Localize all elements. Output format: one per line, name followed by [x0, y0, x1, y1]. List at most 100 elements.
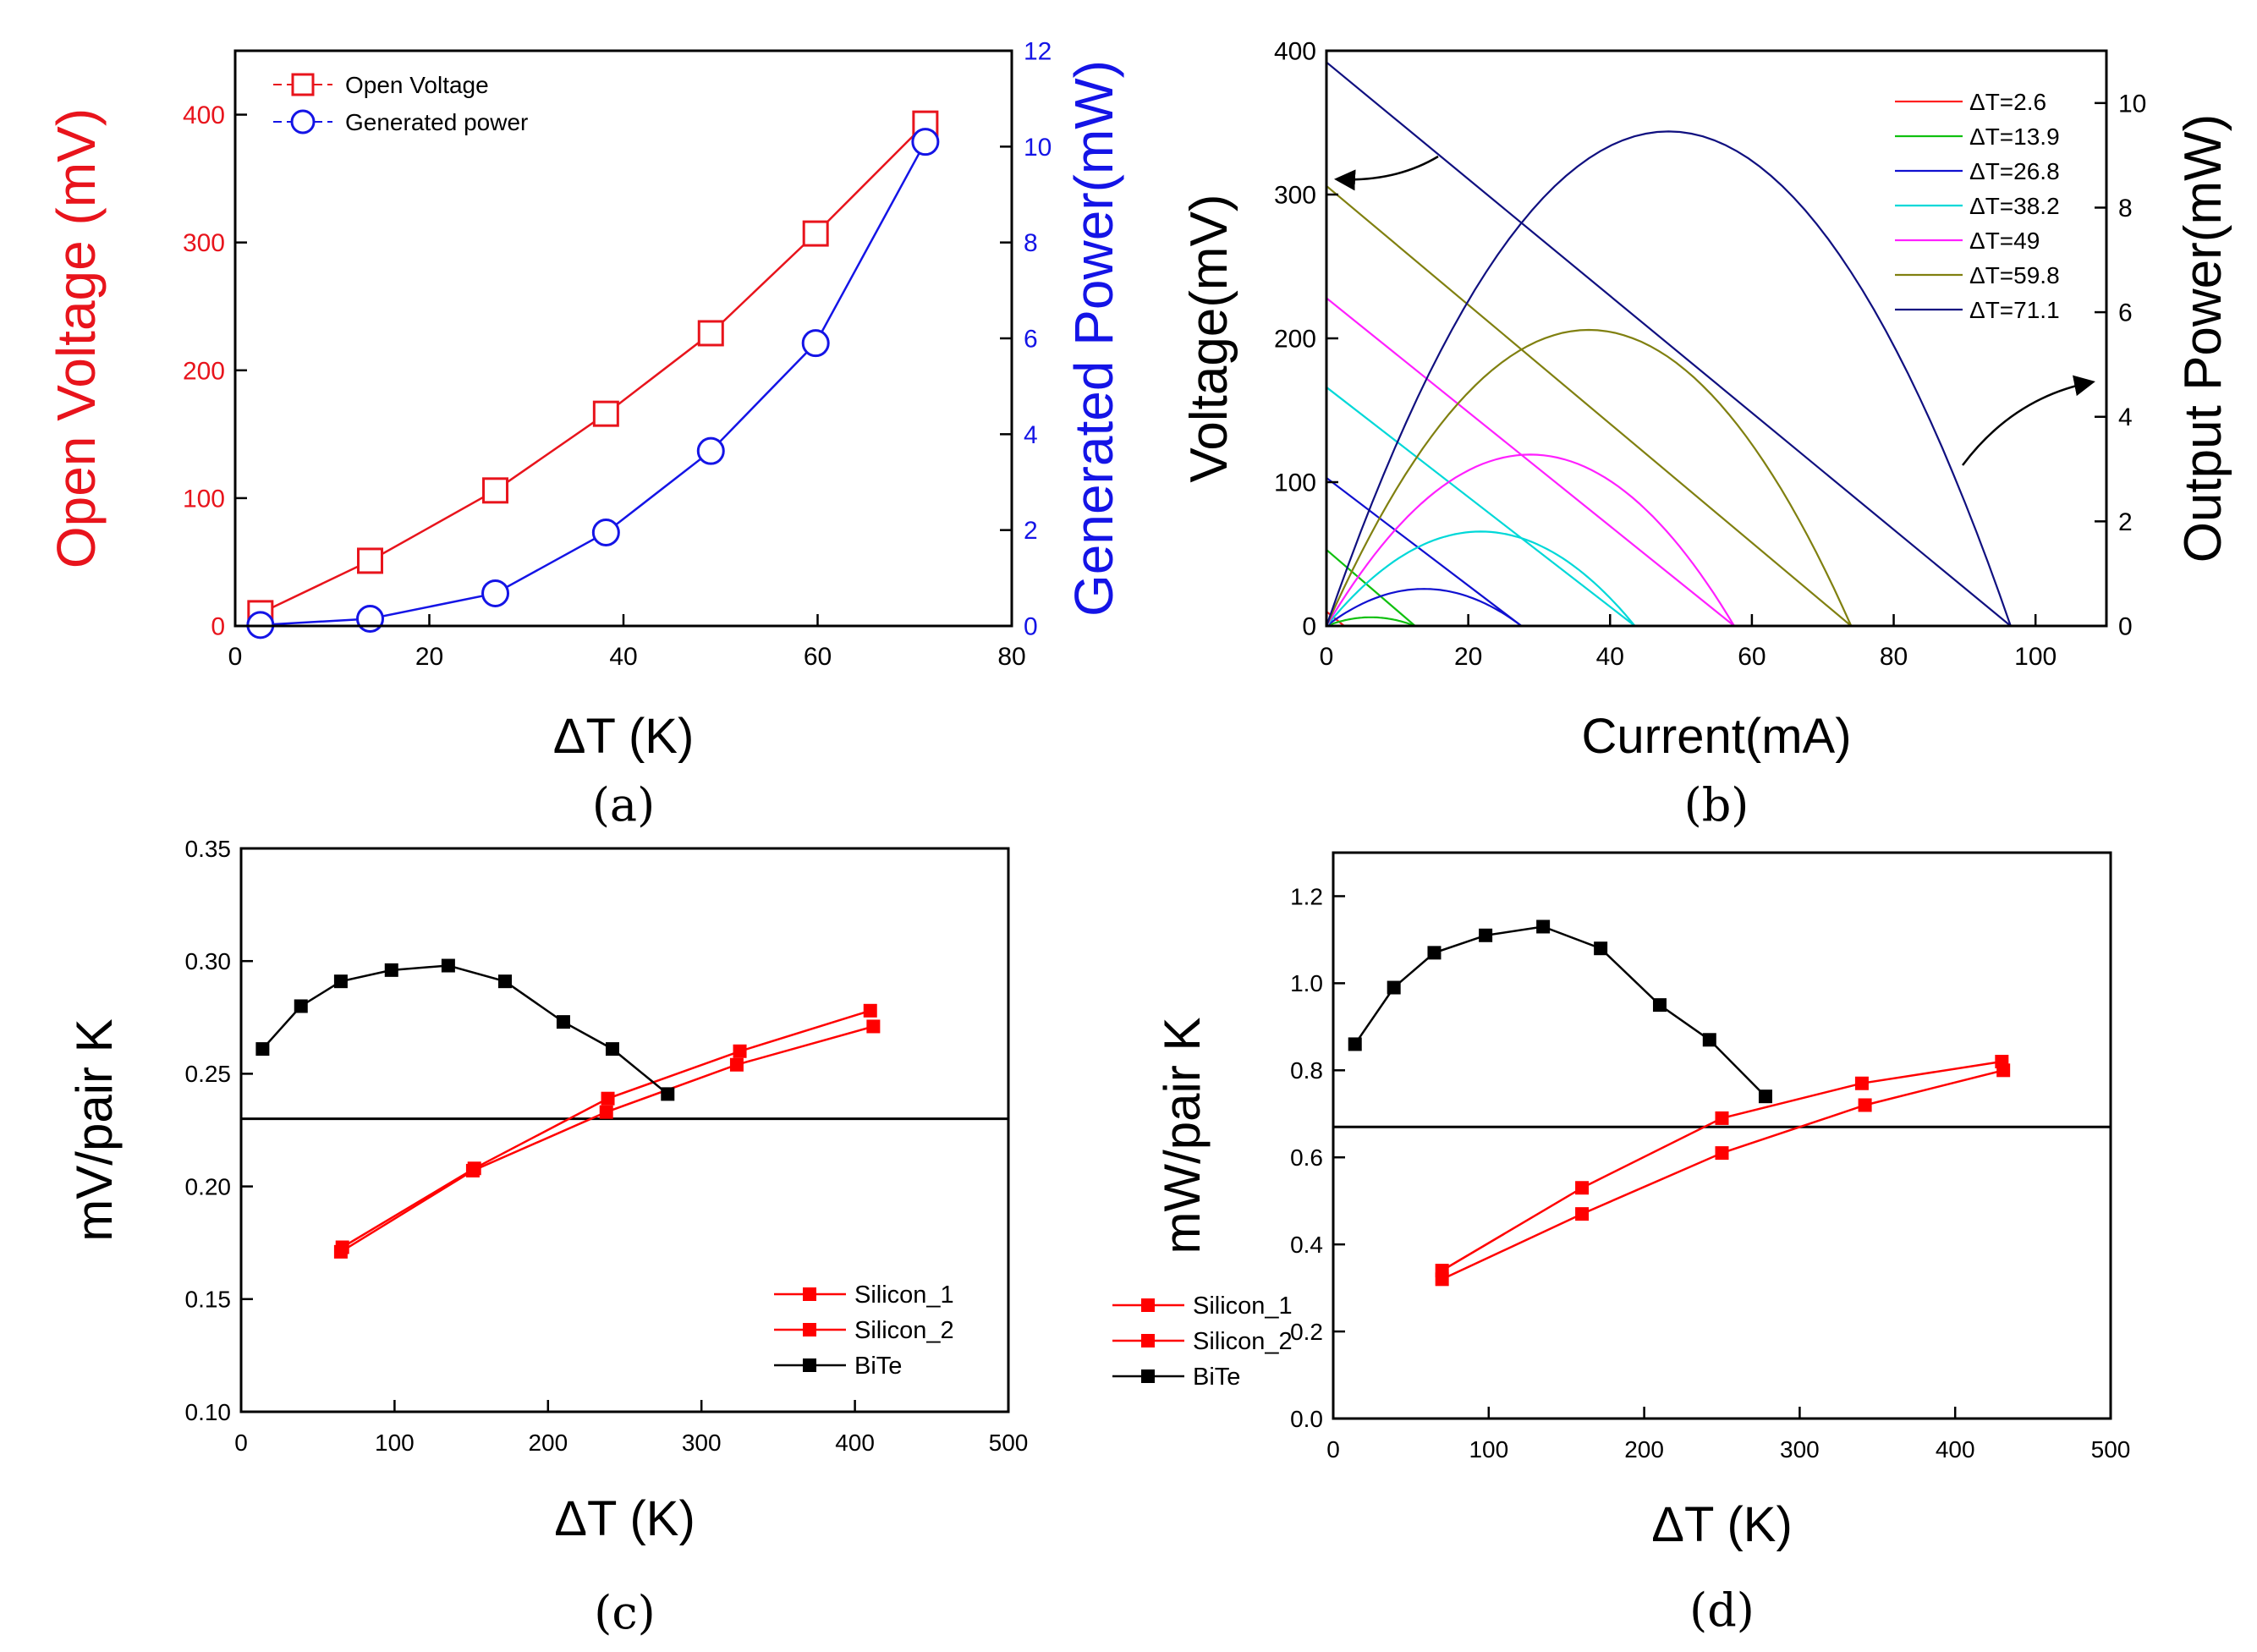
legend-marker	[1141, 1369, 1155, 1383]
x-tick-label: 40	[609, 643, 637, 671]
x-tick-label: 60	[804, 643, 832, 671]
data-point	[661, 1087, 675, 1101]
series-open-voltage	[247, 110, 939, 627]
data-point	[866, 1019, 881, 1034]
series-1	[1326, 549, 1416, 626]
y-tick-label: 300	[1274, 182, 1316, 210]
data-point	[1387, 980, 1401, 995]
x-tick-label: 80	[1880, 643, 1908, 671]
y-tick-label: 0.20	[185, 1173, 232, 1199]
power-curve	[1326, 453, 1735, 626]
y-right-tick-label: 8	[2118, 195, 2133, 222]
legend-label: Silicon_2	[1193, 1328, 1293, 1355]
legend-label: Open Voltage	[345, 72, 489, 98]
y-right-tick-label: 2	[1024, 517, 1038, 545]
voltage-line	[1326, 297, 1735, 626]
y-right-axis-label-a: Generated Power(mW)	[1063, 60, 1124, 617]
x-axis-label-a: ΔT (K)	[553, 709, 695, 764]
y-axis-label-b: Voltage(mV)	[1180, 194, 1238, 482]
y-tick-label: 1.0	[1290, 970, 1323, 996]
legend-label: ΔT=2.6	[1969, 89, 2046, 115]
series-line	[340, 1025, 874, 1253]
legend-label: Generated power	[345, 109, 528, 135]
plot-area-d	[1333, 919, 2111, 1287]
data-point	[255, 1042, 270, 1057]
y-right-tick-label: 6	[1024, 326, 1038, 354]
x-axis-label-d: ΔT (K)	[1651, 1497, 1793, 1552]
legend-label: BiTe	[1193, 1364, 1240, 1391]
y-tick-label: 100	[1274, 469, 1316, 497]
data-point-circle	[911, 128, 940, 156]
y-tick-label: 0	[1302, 613, 1316, 641]
series-bite	[255, 958, 675, 1101]
voltage-line	[1326, 184, 1853, 626]
legend-label: Silicon_1	[1193, 1293, 1293, 1320]
legend-marker	[803, 1287, 816, 1301]
data-point	[1715, 1111, 1729, 1125]
plot-frame-d	[1332, 851, 2112, 1420]
legend-label: BiTe	[854, 1353, 902, 1380]
x-axis-label-c: ΔT (K)	[554, 1491, 695, 1546]
data-point-square	[357, 547, 384, 574]
y-tick-label: 0	[211, 613, 225, 641]
x-tick-label: 100	[375, 1430, 415, 1456]
voltage-line	[1326, 477, 1523, 626]
x-ticks-d: 0 100 200 300 400 500	[1326, 1407, 2130, 1463]
panel-caption-d: (d)	[1689, 1583, 1755, 1637]
power-curve	[1326, 588, 1523, 626]
data-point-square	[697, 320, 724, 347]
x-tick-label: 0	[228, 643, 243, 671]
y-ticks-b: 0 100 200 300 400	[1274, 38, 1338, 641]
legend-label: ΔT=59.8	[1969, 262, 2060, 288]
plot-area-c	[241, 958, 1008, 1259]
x-tick-label: 60	[1738, 643, 1766, 671]
data-point	[1594, 941, 1608, 956]
y-tick-label: 200	[183, 357, 225, 385]
y-tick-label: 300	[183, 229, 225, 257]
data-point	[465, 1163, 480, 1177]
y-tick-label: 0.0	[1290, 1406, 1323, 1432]
x-tick-label: 80	[997, 643, 1025, 671]
series-line	[1442, 1069, 2004, 1281]
legend-marker	[291, 73, 315, 96]
data-point	[498, 974, 513, 989]
data-point-circle	[591, 519, 620, 546]
legend-d: Silicon_1 Silicon_2 BiTe	[1112, 1293, 1293, 1391]
data-point	[1348, 1037, 1362, 1051]
arrow-to-power-axis	[1962, 375, 2095, 466]
legend-marker	[803, 1358, 816, 1372]
x-tick-label: 500	[989, 1430, 1029, 1456]
data-point	[1858, 1098, 1872, 1112]
legend-b: ΔT=2.6 ΔT=13.9 ΔT=26.8 ΔT=38.2 ΔT=49 ΔT=59.8 Δ…	[1895, 89, 2060, 323]
y-axis-label-a: Open Voltage (mV)	[46, 108, 107, 568]
y-right-tick-label: 6	[2118, 299, 2133, 327]
legend-label: Silicon_1	[854, 1282, 954, 1309]
legend-label: ΔT=71.1	[1969, 297, 2060, 323]
x-tick-label: 0	[234, 1430, 248, 1456]
x-tick-label: 200	[1624, 1436, 1664, 1463]
panel-b: ΔT=2.6 ΔT=13.9 ΔT=26.8 ΔT=38.2 ΔT=49 ΔT=59.8 Δ…	[1180, 38, 2232, 832]
legend-a: Open Voltage Generated power	[273, 72, 528, 135]
x-tick-label: 300	[682, 1430, 722, 1456]
data-point	[294, 999, 308, 1013]
data-point-circle	[356, 605, 385, 633]
panel-c: Silicon_1 Silicon_2 BiTe 0 100 200 300 400 500 0.…	[66, 836, 1028, 1639]
series-4	[1326, 297, 1735, 626]
series-silicon_2	[333, 1019, 881, 1259]
series-silicon_1	[335, 1003, 877, 1254]
data-point-circle	[481, 579, 510, 607]
series-line	[261, 964, 669, 1095]
data-point	[601, 1091, 615, 1106]
data-point	[384, 963, 398, 977]
y-right-tick-label: 8	[1024, 229, 1038, 257]
data-point-square	[482, 477, 509, 504]
data-point-circle	[801, 329, 830, 358]
x-tick-label: 300	[1780, 1436, 1820, 1463]
legend-label: ΔT=49	[1969, 228, 2040, 254]
x-ticks-b: 0 20 40 60 80 100	[1320, 614, 2057, 671]
legend-c: Silicon_1 Silicon_2 BiTe	[774, 1282, 954, 1380]
y-right-ticks-a: 0 2 4 6 8 10 12	[1000, 38, 1052, 641]
power-curve	[1326, 328, 1853, 626]
y-tick-label: 0.15	[185, 1287, 232, 1313]
